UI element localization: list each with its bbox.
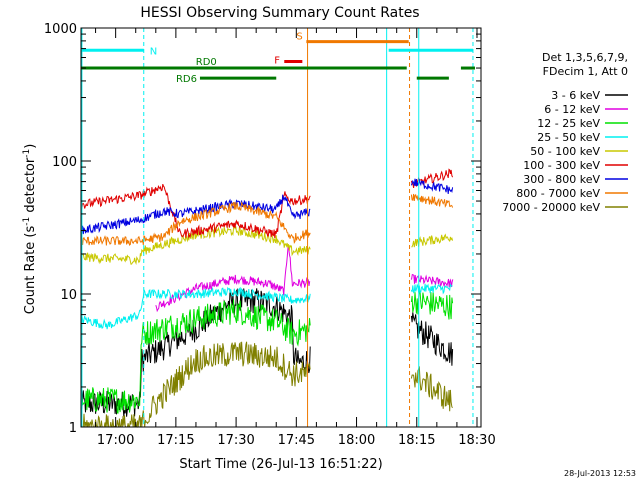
x-axis-label: Start Time (26-Jul-13 16:51:22) [179,457,382,472]
legend-header: Det 1,3,5,6,7,9, [542,51,628,64]
legend-label: 3 - 6 keV [551,89,600,102]
annotation-label: F [274,55,280,66]
legend-label: 6 - 12 keV [544,103,600,116]
series-line [80,283,453,330]
x-tick-label: 17:15 [157,433,194,448]
plot-area [80,168,454,428]
legend-label: 12 - 25 keV [537,117,600,130]
legend-header: FDecim 1, Att 0 [543,65,628,78]
chart-title: HESSI Observing Summary Count Rates [140,5,419,21]
annotation-label: S [296,32,302,43]
axes: 1 10 100 1000 17:00 17:15 17:30 17:45 18:00 18:15… [44,22,496,448]
x-tick-label: 17:30 [217,433,254,448]
annotation-label: N [150,46,157,57]
annotation-label: RD0 [196,57,217,68]
legend-label: 50 - 100 keV [530,145,600,158]
x-tick-label: 18:30 [458,433,495,448]
legend-label: 7000 - 20000 keV [502,201,600,214]
series-line [80,290,454,414]
y-tick-label: 1 [69,421,77,436]
annotation-layer: N S F RD0 RD6 [81,28,475,427]
series-line [80,193,454,246]
series-line [80,341,453,428]
x-tick-label: 18:00 [338,433,375,448]
series-line [80,178,454,235]
legend-label: 100 - 300 keV [523,159,600,172]
plot-frame [80,27,482,428]
y-axis-label: Count Rate (s-1 detector-1) [22,144,38,315]
y-tick-label: 1000 [44,22,77,37]
x-tick-label: 17:45 [278,433,315,448]
footer-timestamp: 28-Jul-2013 12:53 [564,469,636,478]
legend: Det 1,3,5,6,7,9,FDecim 1, Att 0 3 - 6 keV… [502,51,628,214]
series-line [80,168,454,239]
series-line [155,245,454,313]
y-tick-label: 10 [60,288,77,303]
legend-label: 25 - 50 keV [537,131,600,144]
y-tick-label: 100 [52,155,77,170]
legend-label: 800 - 7000 keV [516,187,600,200]
legend-label: 300 - 800 keV [523,173,600,186]
annotation-label: RD6 [176,74,197,85]
x-tick-label: 18:15 [398,433,435,448]
series-line [80,225,454,266]
x-tick-label: 17:00 [97,433,134,448]
